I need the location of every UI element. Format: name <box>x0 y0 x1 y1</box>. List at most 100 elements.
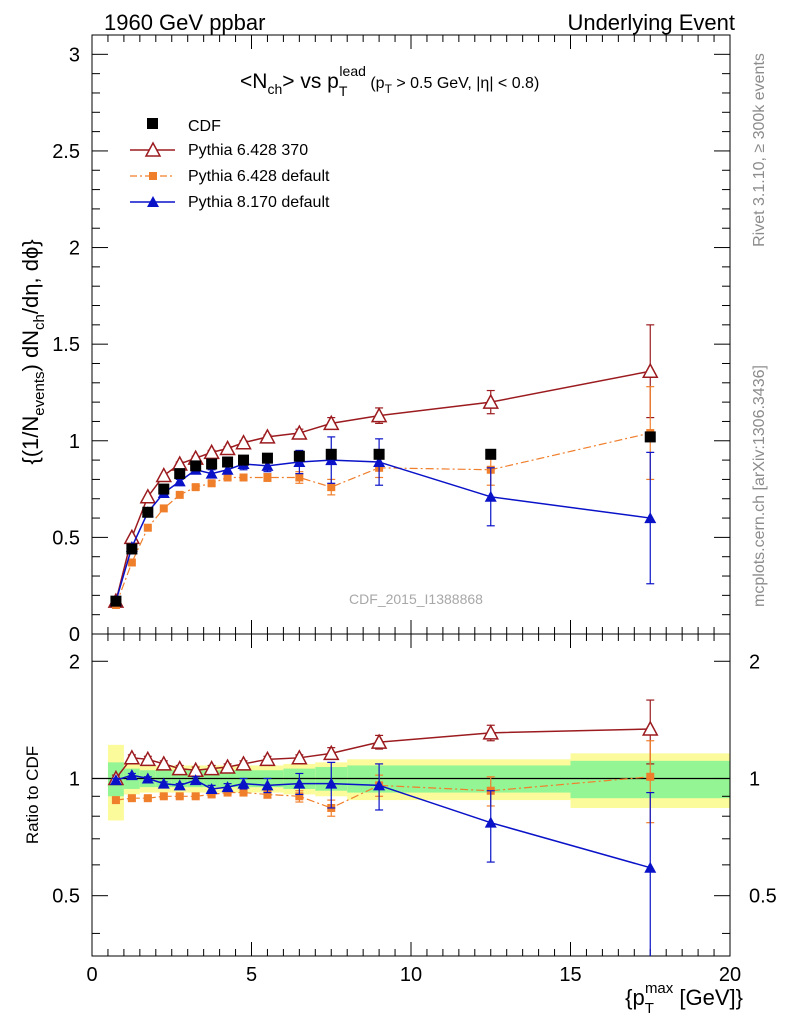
data-point-pythia-6-428-370 <box>322 744 340 761</box>
y-axis-title: {(1/Nevents) dNch/dη, dϕ} <box>18 239 48 464</box>
data-point-pythia-6-428-default <box>207 479 216 488</box>
data-point-pythia-6-428-370 <box>370 407 388 423</box>
data-point-pythia-8-170-default <box>109 774 122 786</box>
data-point-pythia-6-428-370 <box>235 434 252 450</box>
data-point-cdf <box>222 456 234 468</box>
legend-label-py6-370: Pythia 6.428 370 <box>188 142 308 159</box>
data-point-cdf <box>238 454 250 466</box>
y-tick-label: 3 <box>69 44 80 66</box>
data-point-pythia-6-428-370 <box>641 720 659 736</box>
data-point-pythia-8-170-default <box>173 475 186 487</box>
data-point-pythia-6-428-370 <box>123 749 141 765</box>
data-point-pythia-8-170-default <box>221 781 234 793</box>
data-point-cdf <box>485 448 497 460</box>
data-point-pythia-6-428-default <box>191 792 200 801</box>
legend-marker-py8 <box>147 196 159 207</box>
ratio-frame <box>91 633 731 957</box>
data-point-cdf <box>261 452 273 464</box>
data-point-cdf <box>110 595 122 607</box>
data-point-pythia-6-428-370 <box>641 362 659 378</box>
ratio-series-group <box>107 699 659 956</box>
data-point-pythia-6-428-default <box>239 473 248 482</box>
ratio-panel: 0 5 10 15 20 0.5 0.5 1 1 2 2 <box>52 633 777 986</box>
ratio-y-axis-title: Ratio to CDF <box>23 746 42 844</box>
data-point-pythia-6-428-default <box>239 788 248 797</box>
data-point-cdf <box>126 543 138 555</box>
ratio-y-tick-label: 1 <box>69 768 80 790</box>
data-point-pythia-6-428-default <box>159 792 168 801</box>
data-point-pythia-8-170-default <box>205 467 218 479</box>
data-point-pythia-8-170-default <box>157 777 170 789</box>
data-point-pythia-8-170-default <box>221 463 234 475</box>
data-point-pythia-6-428-370 <box>139 750 157 767</box>
ratio-y-tick-label: 2 <box>69 651 80 673</box>
data-point-pythia-6-428-370 <box>370 733 388 749</box>
data-point-cdf <box>142 506 154 518</box>
data-point-pythia-6-428-370 <box>139 488 157 504</box>
y-tick-label: 1.5 <box>52 334 80 356</box>
data-point-cdf <box>373 448 385 460</box>
data-point-pythia-8-170-default <box>484 490 497 502</box>
data-point-pythia-6-428-default <box>143 523 152 532</box>
x-tick-label: 0 <box>86 964 97 986</box>
data-point-pythia-8-170-default <box>373 456 386 468</box>
x-tick-label: 15 <box>559 964 581 986</box>
ratio-y-tick-label: 0.5 <box>52 886 80 908</box>
data-point-cdf <box>174 468 186 480</box>
main-title: <Nch> vs pTlead (pT > 0.5 GeV, |η| < 0.8… <box>240 63 539 99</box>
data-point-pythia-8-170-default <box>261 779 274 791</box>
y-tick-label: 0.5 <box>52 527 80 549</box>
data-point-pythia-6-428-370 <box>291 424 308 440</box>
ratio-y-tick-label-right: 2 <box>749 651 760 673</box>
data-point-pythia-6-428-default <box>127 558 136 567</box>
data-point-cdf <box>206 458 218 470</box>
data-point-pythia-6-428-default <box>159 504 168 513</box>
data-point-pythia-6-428-370 <box>155 755 173 771</box>
data-point-pythia-6-428-370 <box>259 750 276 767</box>
rivet-label: Rivet 3.1.10, ≥ 300k events <box>751 53 768 247</box>
y-tick-label: 2.5 <box>52 141 80 163</box>
data-point-pythia-6-428-default <box>191 483 200 492</box>
data-point-pythia-8-170-default <box>293 777 306 789</box>
data-point-pythia-8-170-default <box>261 459 274 471</box>
y-tick-label: 1 <box>69 431 80 453</box>
data-point-pythia-6-428-default <box>295 792 304 801</box>
data-point-pythia-6-428-370 <box>171 760 188 776</box>
legend-label-cdf: CDF <box>188 118 221 135</box>
y-tick-label: 0 <box>69 624 80 646</box>
data-point-pythia-6-428-default <box>175 490 184 499</box>
data-point-cdf <box>325 448 337 460</box>
data-point-pythia-6-428-370 <box>322 414 340 431</box>
data-point-cdf <box>293 450 305 462</box>
data-point-pythia-8-170-default <box>125 769 138 781</box>
data-point-pythia-8-170-default <box>484 816 497 828</box>
data-point-pythia-8-170-default <box>173 779 186 791</box>
data-point-pythia-8-170-default <box>189 774 202 786</box>
data-point-pythia-8-170-default <box>325 777 338 789</box>
legend-marker-py6-default <box>149 172 157 180</box>
data-point-pythia-6-428-default <box>646 772 655 781</box>
data-point-pythia-6-428-default <box>127 794 136 803</box>
data-point-cdf <box>190 460 202 472</box>
data-point-pythia-6-428-370 <box>482 724 500 740</box>
data-point-pythia-6-428-370 <box>155 466 173 483</box>
data-point-pythia-6-428-default <box>175 792 184 801</box>
data-point-pythia-6-428-370 <box>291 749 308 765</box>
x-tick-label: 10 <box>400 964 422 986</box>
data-point-pythia-6-428-default <box>223 788 232 797</box>
mcplots-label: mcplots.cern.ch [arXiv:1306.3436] <box>751 365 768 607</box>
data-point-pythia-6-428-370 <box>171 455 188 471</box>
data-point-cdf <box>158 483 170 495</box>
data-point-pythia-6-428-default <box>207 790 216 799</box>
legend-label-py8: Pythia 8.170 default <box>188 194 330 211</box>
legend-marker-py6-370 <box>144 141 162 157</box>
data-point-pythia-6-428-default <box>263 473 272 482</box>
data-point-pythia-6-428-default <box>327 483 336 492</box>
data-point-pythia-8-170-default <box>373 779 386 791</box>
data-point-pythia-6-428-default <box>111 796 120 805</box>
data-point-pythia-8-170-default <box>141 772 154 784</box>
data-point-pythia-6-428-370 <box>259 428 276 444</box>
watermark: CDF_2015_I1388868 <box>349 591 483 607</box>
series-line-pythia-8-170-default <box>115 459 651 602</box>
